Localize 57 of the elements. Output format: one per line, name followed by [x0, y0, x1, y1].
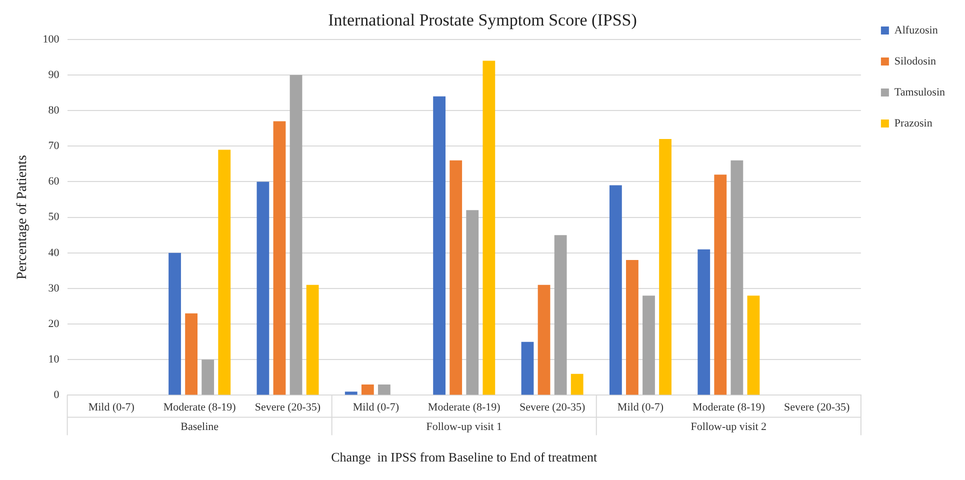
text: Follow-up visit 1	[426, 421, 502, 434]
x-tick-label: Mild (0-7)	[352, 402, 400, 414]
legend-label: Silodosin	[894, 55, 937, 68]
bar	[730, 160, 744, 395]
bar	[202, 360, 214, 395]
x-tick-label: Moderate (8-19)	[692, 402, 766, 414]
bar	[378, 384, 390, 395]
x-tick-label: Moderate (8-19)	[163, 402, 236, 414]
x-tick-label: Mild (0-7)	[617, 402, 664, 414]
y-tick-label: 20	[48, 318, 60, 330]
bar	[482, 60, 496, 395]
bar	[273, 121, 286, 395]
y-tick-label: 40	[48, 246, 60, 259]
bar	[747, 296, 760, 395]
bar	[466, 210, 479, 395]
x-tick-label: Severe (20-35)	[784, 402, 850, 414]
bar	[538, 284, 550, 395]
x-tick-label: Severe (20-35)	[254, 402, 321, 414]
bar	[659, 139, 672, 395]
bar	[521, 342, 534, 395]
y-tick-label: 60	[48, 176, 60, 188]
y-tick-label: 100	[42, 33, 60, 46]
bar	[306, 284, 319, 395]
y-tick-label: 90	[48, 68, 60, 81]
text: Baseline	[180, 421, 219, 434]
x-axis-title: Change in IPSS from Baseline to End of treatment	[331, 450, 598, 465]
y-tick-label: 80	[48, 104, 60, 116]
bar	[433, 96, 446, 395]
x-tick-label: Mild (0-7)	[88, 402, 135, 414]
bar	[714, 174, 727, 395]
bar	[344, 392, 358, 395]
bar	[698, 249, 710, 395]
y-tick-label: 30	[48, 282, 60, 294]
bar	[450, 160, 462, 395]
bar	[642, 296, 655, 395]
legend-label: Prazosin	[894, 117, 933, 130]
text: Follow-up visit 2	[690, 421, 767, 434]
bar	[218, 150, 231, 395]
legend-label: Tamsulosin	[894, 86, 946, 98]
y-tick-label: 50	[48, 211, 60, 224]
x-tick-label: Severe (20-35)	[519, 402, 586, 414]
chart-title: International Prostate Symptom Score (IPSS)	[328, 10, 637, 30]
bar	[185, 313, 198, 395]
bar	[290, 74, 302, 395]
x-tick-label: Moderate (8-19)	[428, 402, 501, 414]
bar	[361, 384, 374, 395]
bar	[168, 252, 181, 395]
y-tick-label: 70	[48, 140, 60, 152]
bar	[554, 235, 567, 395]
bar	[609, 185, 622, 395]
bar	[570, 374, 584, 395]
y-tick-label: 0	[54, 389, 60, 402]
bar	[626, 260, 638, 395]
y-axis-title: Percentage of Patients	[15, 155, 30, 280]
y-tick-label: 10	[48, 354, 60, 366]
bar	[256, 182, 270, 395]
legend-label: Alfuzosin	[894, 24, 938, 36]
